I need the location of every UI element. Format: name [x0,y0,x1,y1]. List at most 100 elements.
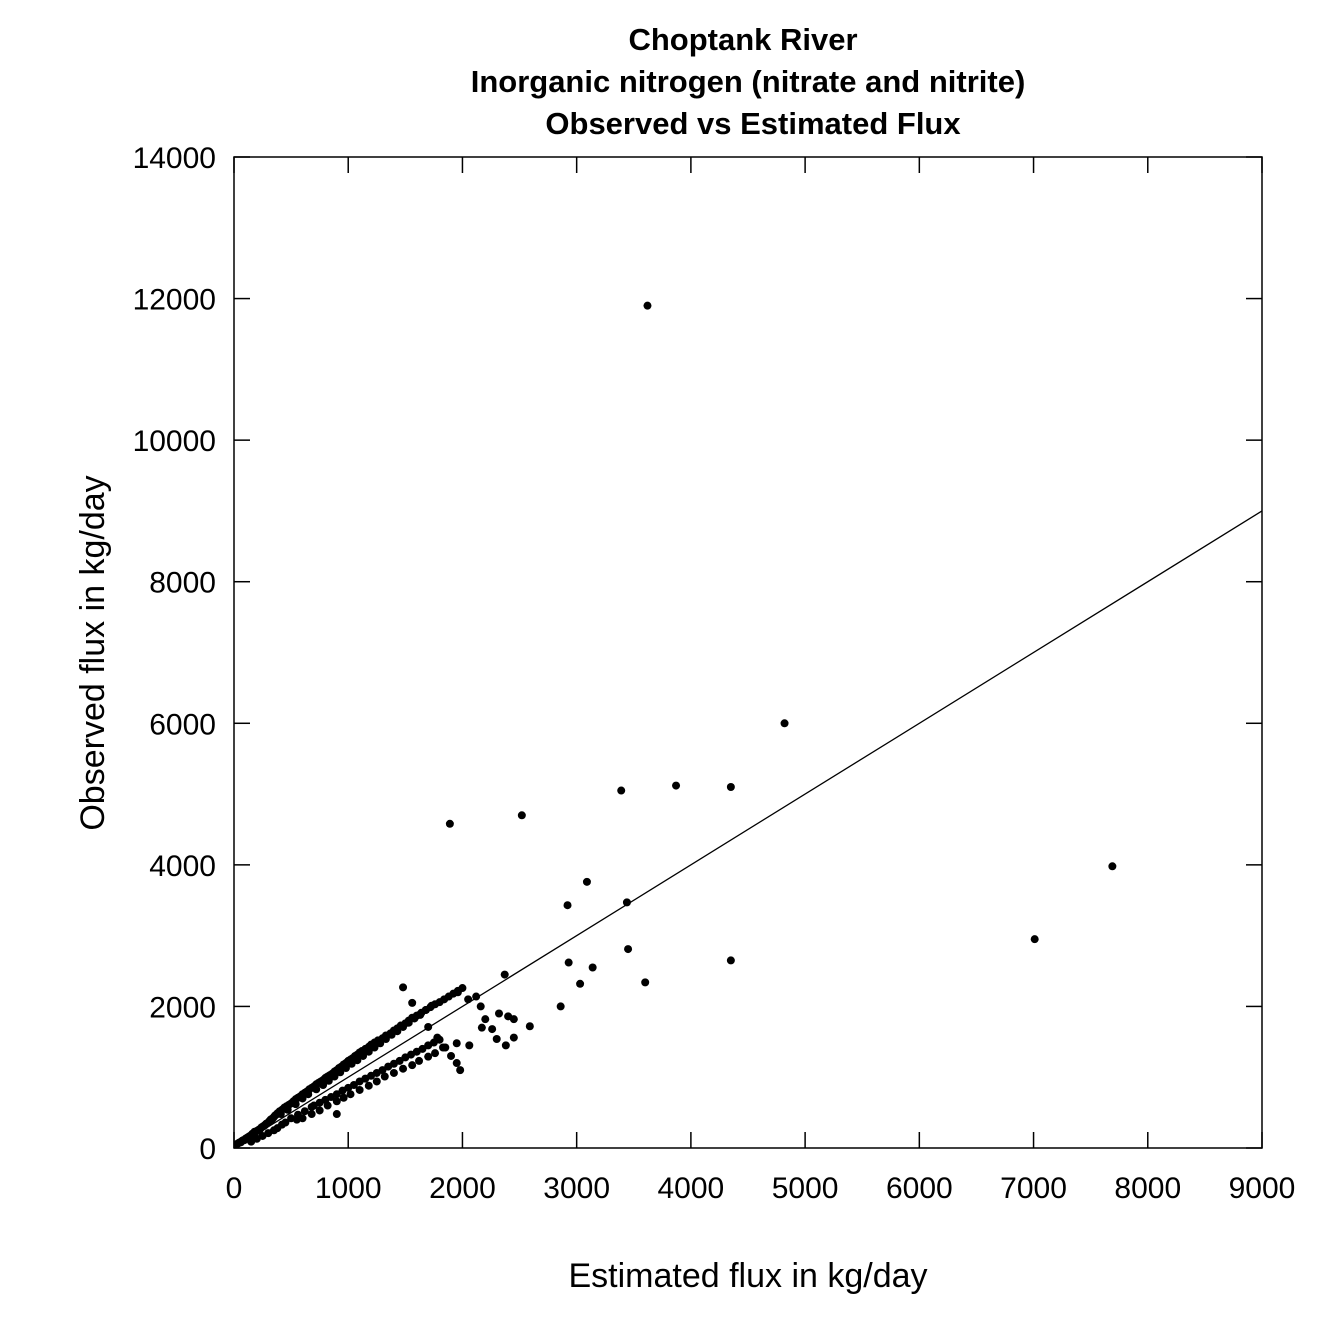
data-point [387,1030,396,1039]
data-point [494,1009,503,1018]
x-tick-label: 4000 [658,1172,725,1205]
data-point [481,1015,490,1024]
y-tick-label: 12000 [133,284,216,317]
y-tick-label: 10000 [133,425,216,458]
data-point [472,992,481,1001]
data-point [399,983,408,992]
data-point [582,877,591,886]
data-point [370,1043,379,1052]
data-point [501,1041,510,1050]
data-point [622,898,631,907]
data-point [259,1122,268,1131]
data-point [453,988,462,997]
data-point [672,781,681,790]
data-point [283,1105,292,1114]
data-point [1108,862,1117,871]
data-point [509,1033,518,1042]
data-point [378,1066,387,1075]
chart-title-line-3: Observed vs Estimated Flux [545,106,961,141]
one-to-one-line [233,510,1263,1149]
data-point [364,1047,373,1056]
data-point [336,1068,345,1077]
data-point [421,1005,430,1014]
data-point [617,786,626,795]
data-point [624,945,633,954]
data-point [416,1010,425,1019]
data-point [415,1056,424,1065]
data-point [380,1072,389,1081]
chart-title-line-2: Inorganic nitrogen (nitrate and nitrite) [471,64,1026,99]
data-point [250,1127,259,1136]
data-point [399,1064,408,1073]
x-tick-label: 7000 [1000,1172,1067,1205]
data-point [307,1110,316,1119]
data-point [347,1059,356,1068]
data-point [464,995,473,1004]
data-point [276,1110,285,1119]
data-point [298,1094,307,1103]
data-point [315,1106,324,1115]
data-point [563,901,572,910]
data-point [304,1090,313,1099]
data-point [643,301,652,310]
y-tick-label: 14000 [133,142,216,175]
chart-title-line-1: Choptank River [628,22,857,57]
x-tick-label: 3000 [543,1172,610,1205]
data-point [393,1027,402,1036]
data-point [341,1064,350,1073]
data-point [465,1041,474,1050]
data-point [726,956,735,965]
data-point [349,1081,358,1090]
data-point [323,1101,332,1110]
data-point [476,1002,485,1011]
data-point [431,1049,440,1058]
data-point [509,1015,518,1024]
data-point [399,1022,408,1031]
data-point [376,1039,385,1048]
data-point [517,811,526,820]
data-point [427,1001,436,1010]
data-point [300,1107,309,1116]
data-point [346,1090,355,1099]
data-point [588,963,597,972]
y-tick-label: 2000 [149,991,216,1024]
data-point [433,1033,442,1042]
x-tick-label: 9000 [1229,1172,1296,1205]
data-point [408,998,417,1007]
data-point [424,1022,433,1031]
plot-area: 0 1000 2000 3000 4000 5000 6000 7000 8000 9000 0 20… [133,142,1296,1205]
data-point [332,1110,341,1119]
data-point [488,1025,497,1034]
x-tick-label: 0 [226,1172,243,1205]
y-tick-label: 0 [199,1133,216,1166]
data-point [477,1023,486,1032]
y-tick-label: 8000 [149,567,216,600]
data-point [1030,935,1039,944]
data-point [408,1061,417,1070]
data-point [359,1051,368,1060]
data-point [353,1056,362,1065]
x-tick-label: 6000 [886,1172,953,1205]
data-point [492,1034,501,1043]
data-point [525,1022,534,1031]
data-point [726,782,735,791]
data-point [576,979,585,988]
data-point [355,1085,364,1094]
data-point [456,1066,465,1075]
data-point [324,1076,333,1085]
data-point [395,1056,404,1065]
data-point [389,1068,398,1077]
data-point [291,1100,300,1109]
data-point [319,1081,328,1090]
y-tick-label: 4000 [149,850,216,883]
data-point [452,1059,461,1068]
data-point [556,1002,565,1011]
data-point [641,978,650,987]
data-point [364,1081,373,1090]
data-point [500,970,509,979]
data-point [424,1052,433,1061]
x-tick-label: 5000 [772,1172,839,1205]
data-point [410,1014,419,1023]
